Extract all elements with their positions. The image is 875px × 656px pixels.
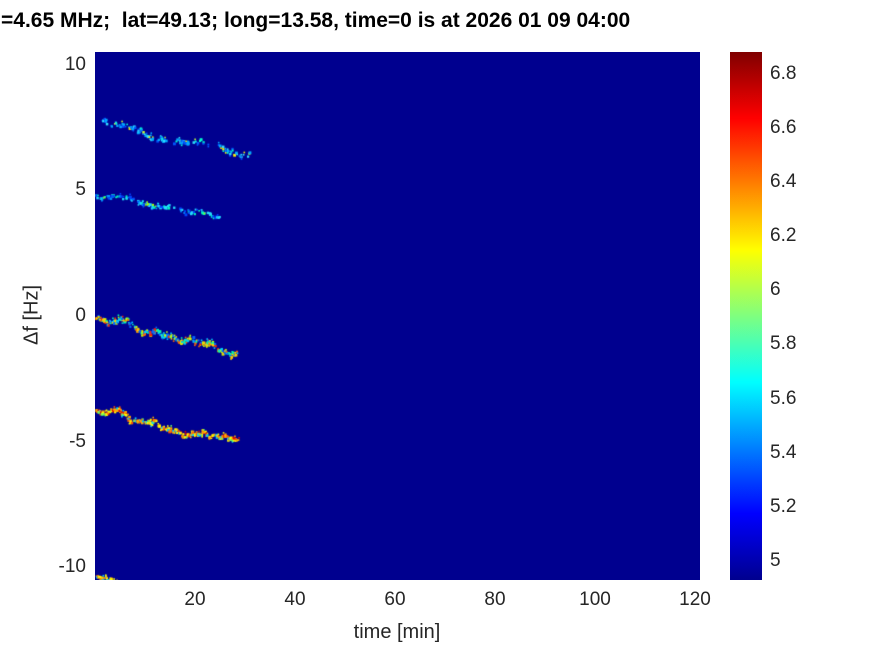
y-tick-label: 5 (75, 179, 86, 201)
colorbar-tick-label: 5.6 (770, 387, 797, 409)
colorbar-tick-label: 5.4 (770, 441, 797, 463)
colorbar-tick-label: 6 (770, 279, 781, 301)
colorbar-tick-label: 5.8 (770, 333, 797, 355)
plot-area (95, 52, 700, 580)
x-tick-label: 20 (184, 589, 206, 610)
spectrogram-canvas (95, 52, 700, 580)
figure-title: =4.65 MHz; lat=49.13; long=13.58, time=0… (1, 9, 631, 32)
y-tick-label: 10 (64, 53, 86, 75)
colorbar (730, 52, 762, 580)
colorbar-tick-label: 6.8 (770, 62, 797, 84)
colorbar-tick-label: 5.2 (770, 495, 797, 517)
colorbar-tick-label: 6.2 (770, 225, 797, 247)
y-tick-label: -5 (69, 430, 86, 452)
x-tick-label: 40 (284, 589, 306, 610)
x-tick-label: 120 (679, 589, 711, 610)
y-tick-label: -10 (58, 556, 86, 578)
colorbar-tick-label: 5 (770, 550, 781, 572)
x-axis-label: time [min] (353, 621, 441, 643)
y-axis-label: Δf [Hz] (20, 284, 43, 346)
x-tick-label: 80 (484, 589, 506, 610)
colorbar-gradient (730, 52, 762, 580)
x-tick-label: 60 (384, 589, 406, 610)
y-tick-label: 0 (75, 305, 86, 326)
x-tick-label: 100 (579, 589, 611, 610)
colorbar-tick-label: 6.4 (770, 170, 797, 192)
colorbar-tick-label: 6.6 (770, 116, 797, 138)
